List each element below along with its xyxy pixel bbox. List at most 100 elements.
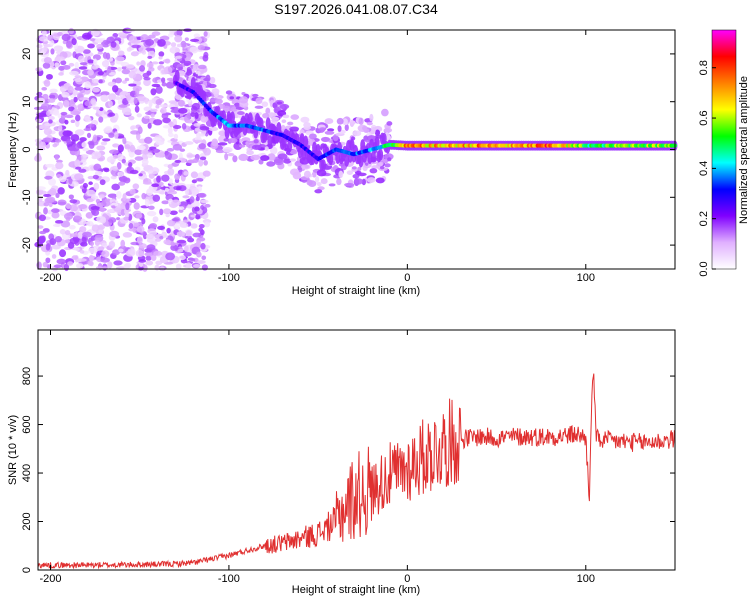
heatmap-cell (39, 230, 47, 235)
heatmap-cell (134, 149, 143, 156)
heatmap-cell (346, 170, 353, 175)
heatmap-cell (52, 143, 58, 148)
heatmap-cell (41, 102, 50, 109)
heatmap-cell (176, 29, 183, 37)
heatmap-cell (145, 255, 152, 261)
heatmap-cell (110, 60, 115, 66)
heatmap-cell (316, 169, 327, 177)
heatmap-cell (74, 159, 81, 166)
heatmap-cell (111, 183, 121, 191)
heatmap-cell (101, 39, 111, 48)
heatmap-cell (86, 189, 96, 197)
heatmap-cell (171, 199, 181, 207)
heatmap-cell (254, 105, 264, 109)
heatmap-cell (107, 217, 117, 224)
heatmap-ridge (172, 69, 678, 172)
heatmap-cell (134, 156, 144, 161)
heatmap-cell (138, 65, 146, 72)
heatmap-cell (117, 171, 125, 177)
heatmap-cell (194, 112, 199, 119)
heatmap-cell (44, 175, 53, 180)
heatmap-cell (191, 102, 201, 110)
heatmap-cell (320, 178, 328, 185)
heatmap-cell (169, 121, 174, 128)
heatmap-cell (163, 239, 171, 245)
heatmap-cell (178, 208, 184, 213)
heatmap-cell (108, 132, 115, 138)
heatmap-cell (82, 182, 88, 189)
heatmap-cell (58, 176, 67, 183)
heatmap-cell (279, 103, 290, 110)
heatmap-cell (175, 263, 182, 270)
heatmap-cell (81, 141, 87, 148)
heatmap-cell (260, 155, 270, 161)
heatmap-cell (177, 107, 188, 114)
heatmap-cell (70, 119, 76, 123)
heatmap-cell (138, 259, 147, 263)
heatmap-cell (70, 134, 80, 142)
heatmap-cell (114, 112, 119, 121)
heatmap-cell (66, 138, 72, 145)
heatmap-cell (83, 128, 92, 132)
heatmap-cell (324, 130, 335, 135)
heatmap-cell (148, 66, 155, 72)
heatmap-cell (344, 182, 355, 187)
heatmap-cell (140, 149, 149, 155)
heatmap-cell (57, 187, 65, 195)
heatmap-cell (107, 65, 112, 74)
heatmap-cell (297, 166, 303, 171)
heatmap-cell (357, 166, 362, 171)
heatmap-cell (201, 264, 208, 271)
heatmap-cell (117, 98, 123, 106)
heatmap-cell (89, 38, 96, 42)
heatmap-cell (222, 147, 233, 153)
heatmap-cell (195, 71, 201, 75)
heatmap-cell (54, 62, 60, 68)
heatmap-cell (160, 77, 166, 84)
heatmap-cell (37, 225, 44, 229)
heatmap-ridge-halo (247, 112, 253, 125)
heatmap-cell (100, 94, 109, 102)
heatmap-cell (122, 232, 133, 238)
heatmap-cell (159, 236, 164, 240)
heatmap-cell (332, 134, 339, 142)
heatmap-cell (371, 126, 376, 135)
heatmap-ridge-halo (201, 90, 207, 103)
heatmap-cell (55, 162, 64, 170)
heatmap-cell (35, 118, 42, 123)
heatmap-cell (170, 109, 181, 114)
x-tick-label: 100 (577, 573, 595, 585)
heatmap-cell (192, 264, 201, 268)
heatmap-cell (147, 169, 153, 175)
heatmap-cell (51, 208, 60, 213)
heatmap-cell (147, 55, 153, 60)
x-tick-label: -100 (218, 573, 240, 585)
heatmap-cell (192, 232, 202, 238)
heatmap-cell (43, 44, 48, 53)
heatmap-cell (113, 131, 119, 140)
heatmap-cell (93, 58, 98, 66)
heatmap-cell (152, 119, 163, 126)
heatmap-cell (116, 190, 122, 199)
heatmap-cell (69, 70, 79, 76)
heatmap-cell (168, 178, 173, 185)
heatmap-cell (109, 230, 120, 238)
heatmap-cell (35, 140, 44, 148)
heatmap-cell (211, 138, 219, 147)
x-tick-label: 100 (577, 272, 595, 284)
heatmap-cell (137, 95, 146, 102)
heatmap-cell (155, 238, 162, 242)
heatmap-ridge-halo (287, 140, 293, 153)
heatmap-cell (74, 86, 84, 91)
heatmap-cell (155, 104, 160, 109)
y-tick-label: 200 (21, 512, 33, 530)
heatmap-cell (181, 122, 187, 130)
heatmap-cell (203, 31, 208, 37)
heatmap-cell (351, 166, 357, 170)
heatmap-cell (255, 97, 263, 105)
heatmap-cell (69, 233, 79, 238)
heatmap-cell (136, 61, 141, 66)
heatmap-cell (186, 154, 197, 158)
heatmap-cell (145, 260, 154, 266)
heatmap-cell (158, 56, 163, 60)
